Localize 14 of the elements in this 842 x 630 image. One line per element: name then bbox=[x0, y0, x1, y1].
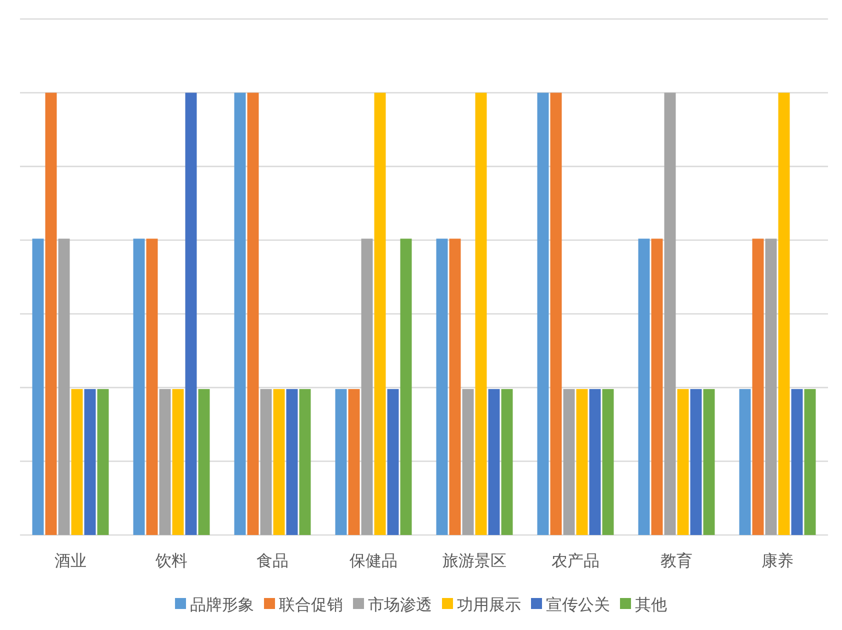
x-tick-label: 酒业 bbox=[54, 551, 86, 570]
legend-label: 市场渗透 bbox=[368, 595, 432, 614]
x-tick-label: 食品 bbox=[256, 551, 288, 570]
legend-label: 品牌形象 bbox=[190, 595, 254, 614]
x-tick-label: 康养 bbox=[762, 551, 794, 570]
legend-label: 联合促销 bbox=[279, 595, 343, 614]
legend-label: 宣传公关 bbox=[546, 595, 610, 614]
x-tick-label: 饮料 bbox=[154, 551, 188, 570]
x-tick-label: 旅游景区 bbox=[442, 551, 506, 570]
legend-label: 功用展示 bbox=[457, 595, 521, 614]
x-tick-label: 农产品 bbox=[552, 551, 600, 570]
x-tick-label: 保健品 bbox=[350, 551, 398, 570]
x-tick-label: 教育 bbox=[660, 551, 692, 570]
legend-label: 其他 bbox=[635, 595, 667, 614]
